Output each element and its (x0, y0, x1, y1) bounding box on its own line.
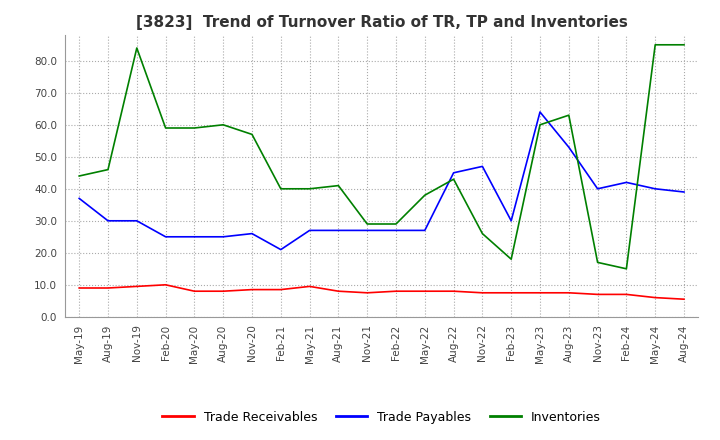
Inventories (75, 173, 84, 179)
Trade Payables (334, 228, 343, 233)
Trade Receivables (392, 289, 400, 294)
Trade Payables (392, 228, 400, 233)
Trade Payables (622, 180, 631, 185)
Trade Receivables (420, 289, 429, 294)
Trade Payables (536, 110, 544, 115)
Inventories (363, 221, 372, 227)
Trade Receivables (75, 286, 84, 291)
Trade Payables (420, 228, 429, 233)
Inventories (622, 266, 631, 271)
Line: Inventories: Inventories (79, 45, 684, 269)
Trade Receivables (363, 290, 372, 295)
Trade Payables (276, 247, 285, 252)
Inventories (507, 257, 516, 262)
Title: [3823]  Trend of Turnover Ratio of TR, TP and Inventories: [3823] Trend of Turnover Ratio of TR, TP… (135, 15, 628, 30)
Trade Receivables (651, 295, 660, 300)
Trade Payables (305, 228, 314, 233)
Trade Receivables (190, 289, 199, 294)
Inventories (161, 125, 170, 131)
Inventories (305, 186, 314, 191)
Inventories (420, 193, 429, 198)
Trade Receivables (478, 290, 487, 295)
Trade Receivables (536, 290, 544, 295)
Inventories (680, 42, 688, 48)
Trade Payables (132, 218, 141, 224)
Trade Receivables (161, 282, 170, 287)
Trade Receivables (104, 286, 112, 291)
Trade Payables (478, 164, 487, 169)
Trade Receivables (248, 287, 256, 292)
Trade Receivables (680, 297, 688, 302)
Trade Payables (161, 234, 170, 239)
Trade Payables (593, 186, 602, 191)
Inventories (132, 45, 141, 51)
Trade Receivables (449, 289, 458, 294)
Trade Payables (449, 170, 458, 176)
Inventories (248, 132, 256, 137)
Trade Payables (651, 186, 660, 191)
Trade Receivables (593, 292, 602, 297)
Inventories (536, 122, 544, 128)
Trade Payables (680, 189, 688, 194)
Trade Payables (75, 196, 84, 201)
Trade Payables (190, 234, 199, 239)
Inventories (190, 125, 199, 131)
Inventories (219, 122, 228, 128)
Trade Receivables (564, 290, 573, 295)
Trade Receivables (219, 289, 228, 294)
Inventories (449, 176, 458, 182)
Inventories (104, 167, 112, 172)
Trade Payables (248, 231, 256, 236)
Trade Payables (507, 218, 516, 224)
Trade Payables (219, 234, 228, 239)
Trade Payables (564, 145, 573, 150)
Inventories (651, 42, 660, 48)
Line: Trade Receivables: Trade Receivables (79, 285, 684, 299)
Trade Receivables (622, 292, 631, 297)
Trade Receivables (305, 284, 314, 289)
Line: Trade Payables: Trade Payables (79, 112, 684, 249)
Trade Payables (363, 228, 372, 233)
Trade Receivables (507, 290, 516, 295)
Trade Receivables (132, 284, 141, 289)
Trade Receivables (276, 287, 285, 292)
Inventories (593, 260, 602, 265)
Trade Receivables (334, 289, 343, 294)
Inventories (478, 231, 487, 236)
Inventories (334, 183, 343, 188)
Inventories (392, 221, 400, 227)
Legend: Trade Receivables, Trade Payables, Inventories: Trade Receivables, Trade Payables, Inven… (157, 406, 606, 429)
Inventories (564, 113, 573, 118)
Inventories (276, 186, 285, 191)
Trade Payables (104, 218, 112, 224)
